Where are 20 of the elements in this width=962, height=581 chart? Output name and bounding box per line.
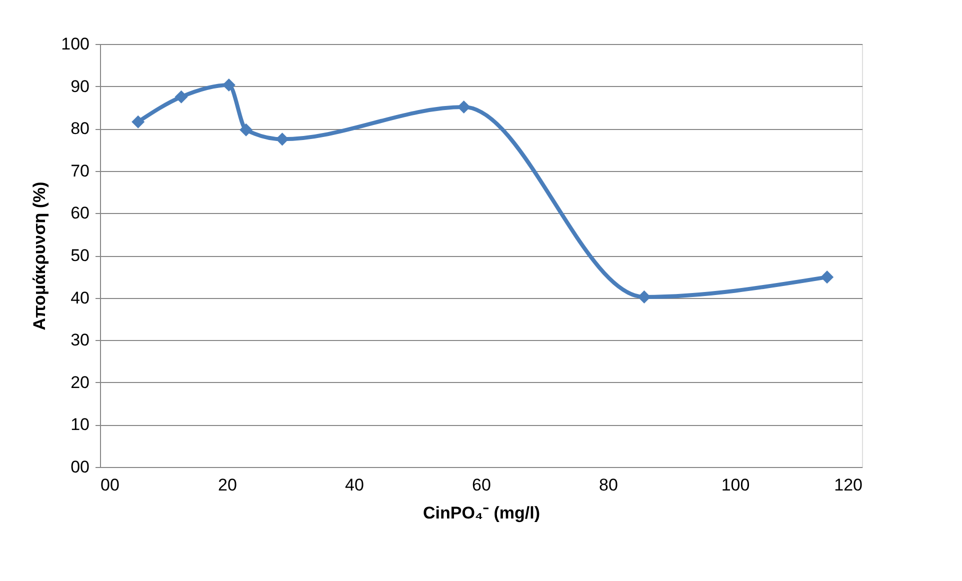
y-axis-title: Απομάκρυνση (%): [30, 182, 50, 330]
x-tick-label: 20: [218, 476, 237, 494]
y-tick-label: 70: [70, 161, 90, 180]
y-tick-label: 100: [61, 34, 90, 54]
x-tick-label: 100: [721, 476, 750, 494]
y-tick-label: 10: [70, 415, 90, 434]
y-tick-label: 00: [70, 458, 90, 476]
x-tick-label: 60: [472, 476, 491, 494]
y-tick-label: 90: [70, 76, 90, 96]
y-tick-label: 60: [70, 204, 90, 223]
y-tick-label: 30: [70, 330, 90, 350]
x-axis-title: CinPO₄⁻ (mg/l): [422, 504, 540, 522]
y-tick-label: 20: [70, 372, 90, 392]
x-tick-label: 00: [100, 476, 120, 494]
x-tick-label: 80: [599, 476, 618, 494]
x-tick-label: 120: [834, 476, 862, 494]
y-tick-label: 50: [70, 246, 90, 265]
x-tick-label: 40: [345, 476, 364, 494]
y-tick-label: 40: [70, 288, 90, 308]
y-tick-label: 80: [70, 119, 90, 138]
